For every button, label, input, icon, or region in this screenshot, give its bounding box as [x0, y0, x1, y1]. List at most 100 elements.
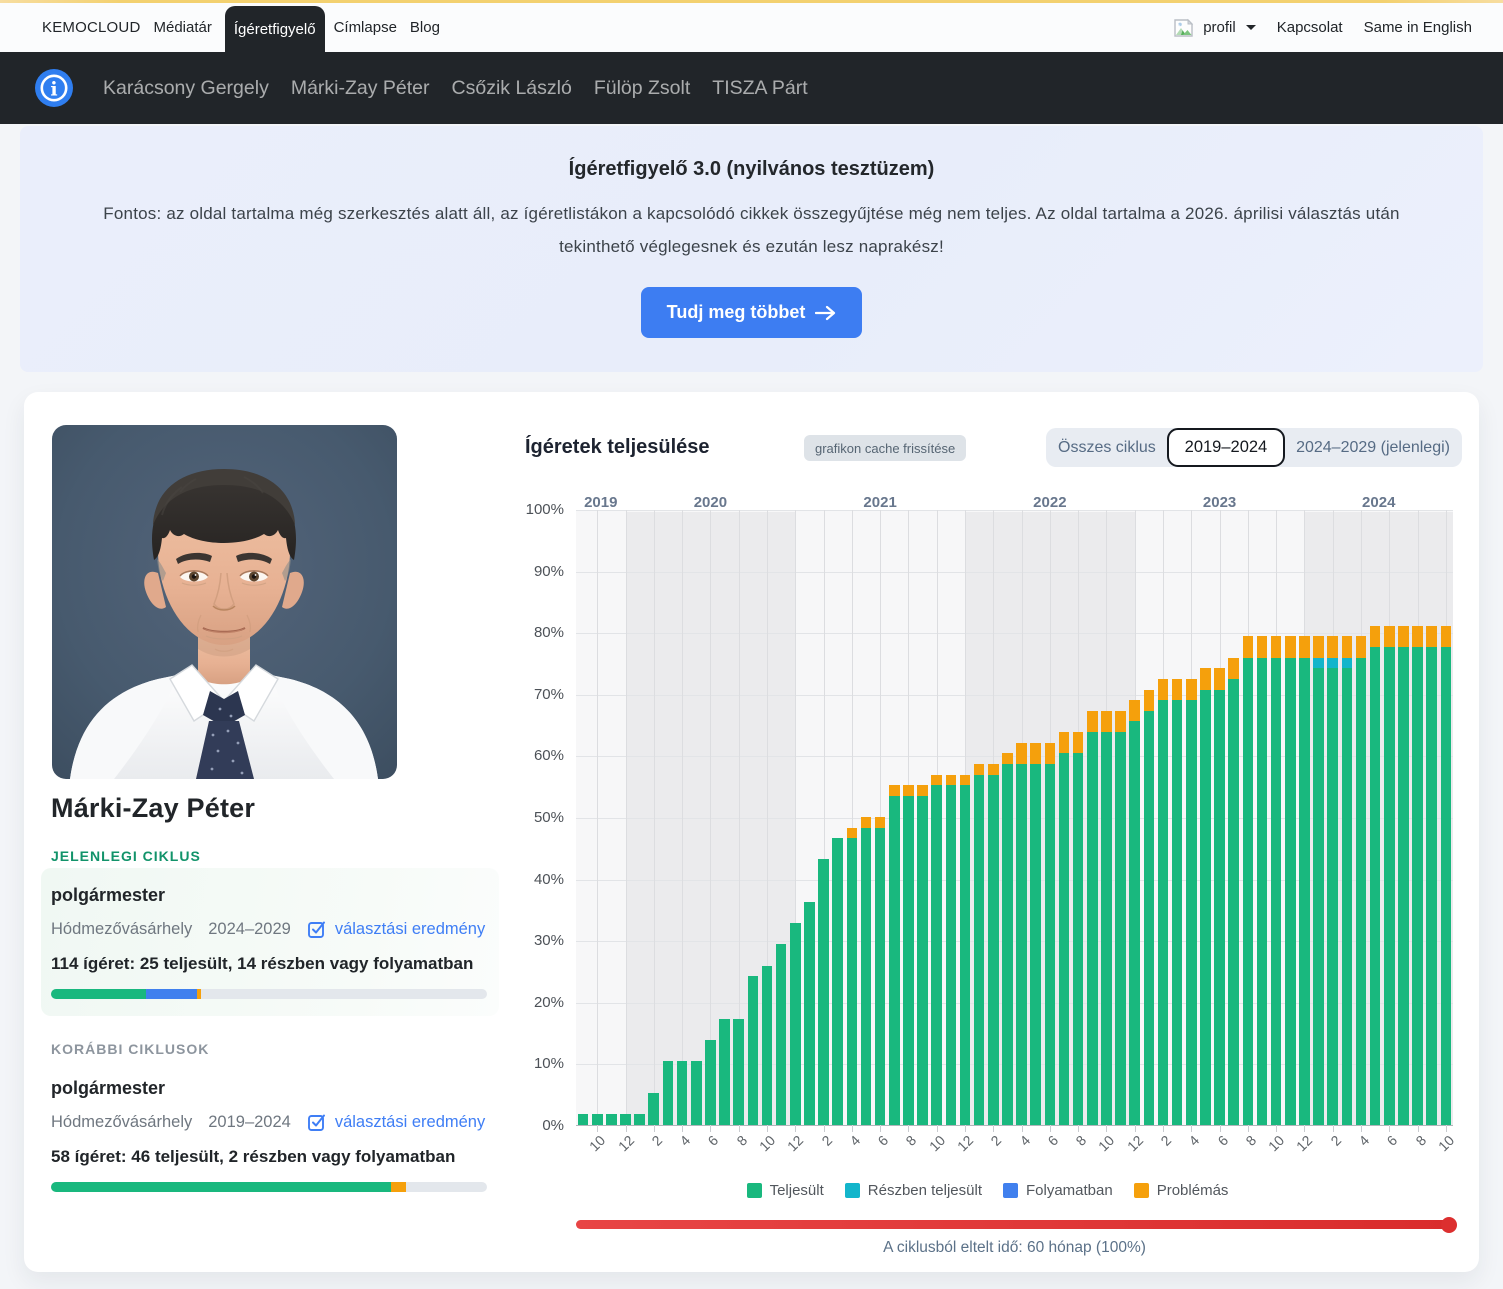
chart-bar[interactable]	[1129, 700, 1141, 1125]
chart-bar[interactable]	[634, 1114, 645, 1125]
chart-bar[interactable]	[1313, 636, 1324, 1125]
chart-bar[interactable]	[1426, 625, 1438, 1125]
chart-bar[interactable]	[1030, 742, 1041, 1125]
chart-bar[interactable]	[1242, 636, 1254, 1125]
time-slider[interactable]	[576, 1216, 1457, 1233]
chart-bar[interactable]	[620, 1114, 631, 1125]
chart-bar[interactable]	[577, 1114, 589, 1125]
chart-bar[interactable]	[846, 827, 858, 1125]
refresh-cache-button[interactable]: grafikon cache frissítése	[804, 435, 967, 461]
previous-election-result-link[interactable]: választási eredmény	[307, 1112, 485, 1132]
chart-bar[interactable]	[1171, 678, 1183, 1125]
chart-bar[interactable]	[761, 965, 773, 1125]
legend-entry[interactable]: Részben teljesült	[844, 1182, 982, 1199]
chart-bar[interactable]	[690, 1061, 702, 1125]
chart-bar[interactable]	[860, 817, 872, 1125]
chart-bar[interactable]	[903, 785, 914, 1125]
nav-link-language[interactable]: Same in English	[1363, 19, 1472, 36]
chart-bar[interactable]	[733, 1018, 744, 1125]
chart-bar[interactable]	[591, 1114, 603, 1125]
bar-segment-problemas	[1398, 625, 1409, 648]
info-icon[interactable]: i	[35, 69, 73, 107]
chart-bar[interactable]	[1058, 732, 1070, 1125]
chart-bar[interactable]	[1157, 678, 1169, 1125]
x-axis-label: 12	[1293, 1132, 1316, 1155]
bar-segment-problemas	[987, 763, 999, 775]
chart-bar[interactable]	[1143, 689, 1155, 1125]
chart-bar[interactable]	[747, 976, 759, 1125]
bar-segment-reszben	[1327, 657, 1339, 669]
x-axis-tick	[597, 1126, 599, 1132]
chart-bar[interactable]	[775, 944, 787, 1125]
cycle-tab[interactable]: 2019–2024	[1166, 428, 1286, 467]
chart-bar[interactable]	[1016, 742, 1027, 1125]
chart-bar[interactable]	[1440, 625, 1452, 1125]
chart-bar[interactable]	[705, 1040, 716, 1125]
previous-cycle-summary: 58 ígéret: 46 teljesült, 2 részben vagy …	[51, 1147, 456, 1166]
chart-bar[interactable]	[1341, 636, 1353, 1125]
chart-bar[interactable]	[1072, 732, 1084, 1125]
chart-bar[interactable]	[662, 1061, 674, 1125]
nav-link-blog[interactable]: Blog	[409, 19, 440, 36]
chart-bar[interactable]	[987, 763, 999, 1125]
politician-nav-item[interactable]: Karácsony Gergely	[103, 76, 269, 99]
chart-bar[interactable]	[973, 763, 985, 1125]
time-slider-handle[interactable]	[1441, 1216, 1457, 1233]
chart-bar[interactable]	[606, 1114, 617, 1125]
chart-bar[interactable]	[1086, 710, 1098, 1125]
learn-more-button[interactable]: Tudj meg többet	[640, 287, 863, 339]
chart-bar[interactable]	[804, 901, 815, 1125]
cycle-tab[interactable]: Összes ciklus	[1048, 428, 1166, 467]
chart-bar[interactable]	[931, 774, 942, 1125]
politician-nav-item[interactable]: TISZA Párt	[712, 76, 808, 99]
chart-bar[interactable]	[1355, 636, 1367, 1125]
nav-link-kapcsolat[interactable]: Kapcsolat	[1276, 19, 1343, 36]
chart-bar[interactable]	[1412, 625, 1423, 1125]
chart-bar[interactable]	[1228, 657, 1240, 1125]
chart-bar[interactable]	[789, 923, 801, 1125]
chart-bar[interactable]	[1398, 625, 1409, 1125]
cycle-tab[interactable]: 2024–2029 (jelenlegi)	[1286, 428, 1460, 467]
profile-menu[interactable]: profil	[1173, 17, 1256, 38]
politician-nav-item[interactable]: Fülöp Zsolt	[593, 76, 691, 99]
current-election-result-link[interactable]: választási eredmény	[307, 919, 485, 939]
chart-bar[interactable]	[818, 859, 829, 1125]
chart-bar[interactable]	[874, 817, 886, 1125]
chart-bar[interactable]	[1115, 710, 1126, 1125]
chart-bar[interactable]	[832, 838, 843, 1125]
politician-nav-item[interactable]: Csőzik László	[451, 76, 572, 99]
chart-bar[interactable]	[888, 785, 900, 1125]
politician-nav-items: Karácsony Gergely Márki-Zay Péter Csőzik L…	[103, 77, 808, 100]
x-axis-label: 2	[818, 1132, 835, 1149]
h-gridline	[576, 510, 1453, 511]
chart-bar[interactable]	[648, 1093, 660, 1125]
chart-bar[interactable]	[1002, 753, 1013, 1125]
bar-segment-teljesult	[577, 1114, 589, 1125]
chart-bar[interactable]	[1044, 742, 1056, 1125]
chart-bar[interactable]	[1186, 678, 1197, 1125]
chart-bar[interactable]	[719, 1018, 730, 1125]
bar-segment-problemas	[1058, 732, 1070, 754]
chart-bar[interactable]	[1270, 636, 1282, 1125]
legend-entry[interactable]: Teljesült	[746, 1182, 824, 1199]
nav-tab-igeretfigyelo-active[interactable]: Ígéretfigyelő	[224, 6, 325, 53]
chart-bar[interactable]	[1327, 636, 1339, 1125]
chart-bar[interactable]	[1384, 625, 1395, 1125]
legend-entry[interactable]: Folyamatban	[1003, 1182, 1113, 1199]
chart-bar[interactable]	[1200, 668, 1211, 1125]
chart-bar[interactable]	[1101, 710, 1112, 1125]
legend-entry[interactable]: Problémás	[1133, 1182, 1228, 1199]
chart-bar[interactable]	[945, 774, 957, 1125]
chart-bar[interactable]	[1214, 668, 1225, 1125]
chart-bar[interactable]	[917, 785, 928, 1125]
chart-bar[interactable]	[1299, 636, 1310, 1125]
chart-bar[interactable]	[959, 774, 971, 1125]
chart-bar[interactable]	[1369, 625, 1381, 1125]
chart-bar[interactable]	[676, 1061, 688, 1125]
chart-bar[interactable]	[1285, 636, 1296, 1125]
politician-nav-item[interactable]: Márki-Zay Péter	[290, 76, 430, 99]
nav-link-mediatar[interactable]: Médiatár	[153, 19, 212, 36]
chart-bar[interactable]	[1256, 636, 1268, 1125]
brand-link[interactable]: KEMOCLOUD	[42, 19, 141, 36]
nav-link-cimlapse[interactable]: Címlapse	[333, 19, 397, 36]
